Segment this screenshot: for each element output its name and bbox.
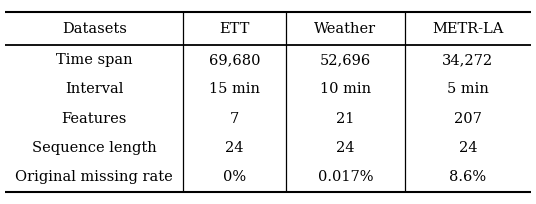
Text: Time span: Time span	[56, 53, 133, 67]
Text: ETT: ETT	[219, 22, 250, 36]
Text: Datasets: Datasets	[62, 22, 127, 36]
Text: Weather: Weather	[314, 22, 376, 36]
Text: 0.017%: 0.017%	[318, 170, 373, 184]
Text: Sequence length: Sequence length	[32, 141, 157, 155]
Text: 0%: 0%	[223, 170, 246, 184]
Text: 10 min: 10 min	[320, 82, 371, 96]
Text: METR-LA: METR-LA	[432, 22, 504, 36]
Text: 207: 207	[454, 112, 482, 126]
Text: 21: 21	[336, 112, 354, 126]
Text: 8.6%: 8.6%	[449, 170, 487, 184]
Text: 7: 7	[230, 112, 239, 126]
Text: 69,680: 69,680	[209, 53, 260, 67]
Text: 34,272: 34,272	[442, 53, 494, 67]
Text: 24: 24	[459, 141, 477, 155]
Text: Features: Features	[62, 112, 127, 126]
Text: 52,696: 52,696	[319, 53, 371, 67]
Text: Original missing rate: Original missing rate	[16, 170, 173, 184]
Text: 24: 24	[225, 141, 244, 155]
Text: 5 min: 5 min	[447, 82, 489, 96]
Text: Interval: Interval	[65, 82, 124, 96]
Text: 15 min: 15 min	[209, 82, 260, 96]
Text: 24: 24	[336, 141, 355, 155]
